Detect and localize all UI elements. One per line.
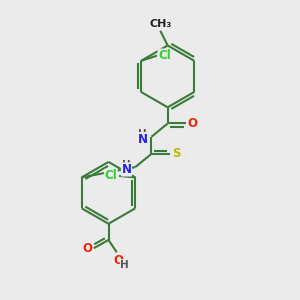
Text: Cl: Cl xyxy=(158,49,171,62)
Text: O: O xyxy=(113,254,123,267)
Text: O: O xyxy=(188,117,197,130)
Text: CH₃: CH₃ xyxy=(149,19,171,29)
Text: Cl: Cl xyxy=(104,169,117,182)
Text: H: H xyxy=(122,160,131,170)
Text: N: N xyxy=(138,133,148,146)
Text: N: N xyxy=(122,163,131,176)
Text: O: O xyxy=(82,242,92,255)
Text: S: S xyxy=(172,147,181,160)
Text: H: H xyxy=(138,129,147,140)
Text: H: H xyxy=(120,260,129,270)
